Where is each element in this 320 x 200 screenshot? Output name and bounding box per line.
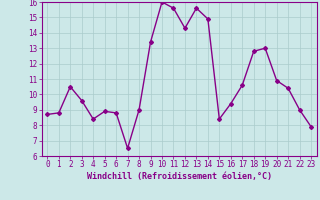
- X-axis label: Windchill (Refroidissement éolien,°C): Windchill (Refroidissement éolien,°C): [87, 172, 272, 181]
